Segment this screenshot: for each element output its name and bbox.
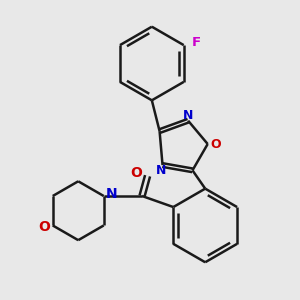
Text: O: O: [39, 220, 51, 234]
Text: O: O: [211, 137, 221, 151]
Text: N: N: [105, 187, 117, 201]
Text: N: N: [155, 164, 166, 177]
Text: F: F: [192, 36, 201, 49]
Text: N: N: [183, 109, 193, 122]
Text: O: O: [130, 166, 142, 180]
